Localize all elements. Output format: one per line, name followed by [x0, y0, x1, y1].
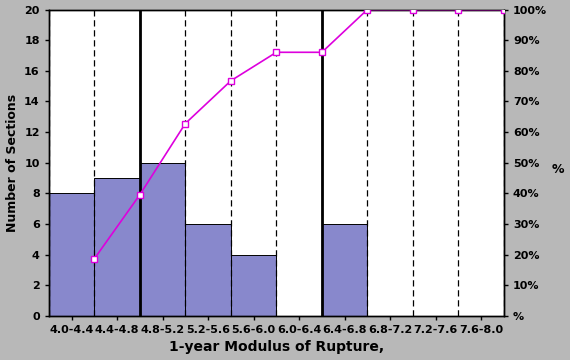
Bar [140, 163, 185, 316]
Bar [231, 255, 276, 316]
Y-axis label: Number of Sections: Number of Sections [6, 94, 19, 232]
Bar [94, 178, 140, 316]
Bar [49, 193, 94, 316]
Bar [322, 224, 368, 316]
Bar [185, 224, 231, 316]
Y-axis label: %: % [552, 163, 564, 176]
X-axis label: 1-year Modulus of Rupture,: 1-year Modulus of Rupture, [169, 341, 384, 355]
